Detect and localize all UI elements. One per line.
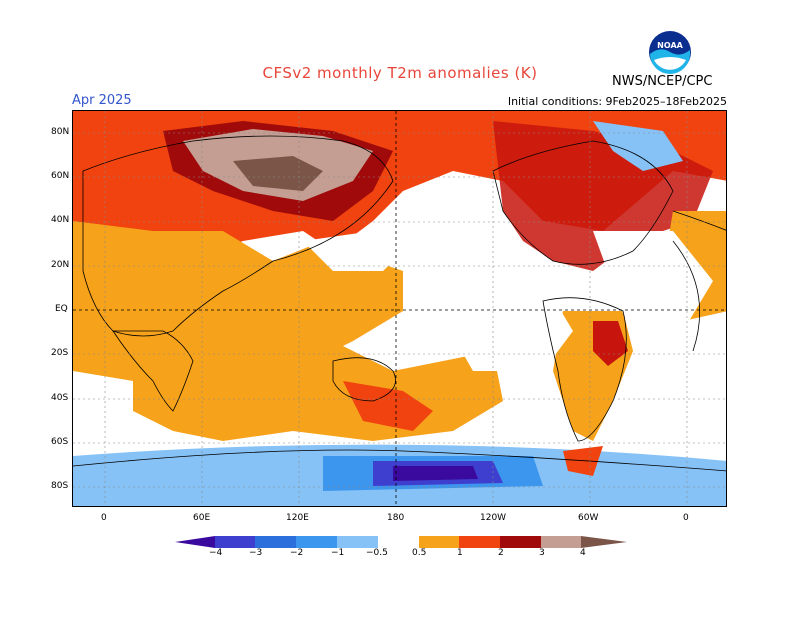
colorbar-tick: −3 <box>249 548 263 558</box>
colorbar-swatch <box>296 536 337 548</box>
colorbar-tick: −0.5 <box>366 548 388 558</box>
logo-text: NOAA <box>657 41 683 50</box>
colorbar-tick: 1 <box>457 548 463 558</box>
cool-arctic-canada <box>593 121 683 171</box>
colorbar-tick: 3 <box>539 548 545 558</box>
lat-label: 80S <box>51 481 69 491</box>
graticule <box>73 111 726 506</box>
cool-east-pacific <box>433 281 573 371</box>
lat-label: 20S <box>51 348 69 358</box>
colorbar-swatch <box>581 536 627 548</box>
map-title: CFSv2 monthly T2m anomalies (K) <box>262 64 538 82</box>
warm-siberia-max <box>233 156 323 191</box>
cool-antarctic-min <box>393 466 478 481</box>
agency-credit: NWS/NCEP/CPC <box>612 74 713 89</box>
noaa-logo-icon: NOAA <box>649 31 691 74</box>
key-lines <box>73 111 726 506</box>
cool-atlantic <box>593 231 713 341</box>
warm-south-america-core <box>593 321 628 366</box>
colorbar-swatch <box>541 536 581 548</box>
lon-label: 180 <box>387 513 405 523</box>
colorbar-swatch <box>459 536 500 548</box>
colorbar-tick: 2 <box>498 548 504 558</box>
colorbar <box>175 536 627 548</box>
initial-conditions: Initial conditions: 9Feb2025–18Feb2025 <box>507 95 727 108</box>
cool-subtropical-pacific <box>403 211 513 311</box>
colorbar-tick: 0.5 <box>412 548 427 558</box>
colorbar-swatch <box>255 536 296 548</box>
lat-label: 80N <box>51 127 70 137</box>
colorbar-tick: 4 <box>580 548 586 558</box>
lon-label: 0 <box>101 513 107 523</box>
colorbar-tick: −1 <box>331 548 345 558</box>
lon-label: 0 <box>683 513 689 523</box>
coastlines <box>73 135 726 472</box>
colorbar-swatch <box>215 536 255 548</box>
colorbar-tick: −4 <box>209 548 223 558</box>
map-canvas <box>73 111 726 506</box>
colorbar-swatch <box>378 536 419 548</box>
warm-south-pacific-patch <box>343 381 433 431</box>
cool-north-pacific <box>303 231 403 271</box>
lat-label: 60S <box>51 437 69 447</box>
lat-label: 20N <box>51 260 70 270</box>
lat-label: 40N <box>51 215 70 225</box>
lat-label: 60N <box>51 171 70 181</box>
forecast-month: Apr 2025 <box>72 93 132 108</box>
colorbar-tick: −2 <box>290 548 304 558</box>
lat-label: EQ <box>55 304 68 314</box>
lon-label: 120E <box>286 513 309 523</box>
anomaly-map <box>72 110 727 507</box>
colorbar-swatch <box>500 536 541 548</box>
colorbar-swatch <box>419 536 459 548</box>
colorbar-swatch <box>337 536 378 548</box>
lon-label: 60W <box>578 513 599 523</box>
lon-label: 120W <box>480 513 507 523</box>
colorbar-swatch <box>175 536 215 548</box>
lon-label: 60E <box>193 513 211 523</box>
lat-label: 40S <box>51 393 69 403</box>
